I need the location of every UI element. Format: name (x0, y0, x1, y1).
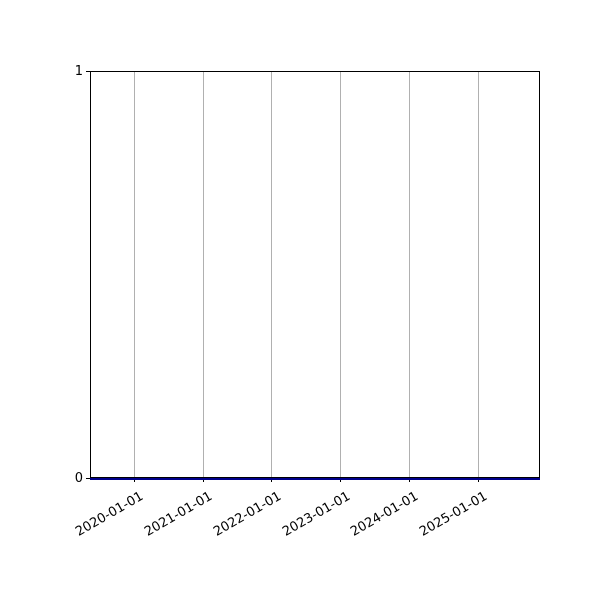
x-tick-mark (477, 478, 479, 482)
x-tick-mark (202, 478, 204, 482)
y-tick-label: 0 (74, 471, 83, 486)
gridline (477, 72, 479, 477)
data-series-line (90, 478, 540, 480)
x-tick-label: 2025-01-01 (417, 489, 490, 540)
gridline (408, 72, 410, 477)
gridline (134, 72, 135, 477)
x-tick-label: 2022-01-01 (210, 489, 284, 540)
x-tick-mark (340, 478, 342, 482)
x-tick-label: 2023-01-01 (279, 489, 353, 540)
x-tick-label: 2020-01-01 (73, 489, 147, 540)
x-tick-label: 2021-01-01 (142, 489, 216, 540)
x-tick-mark (408, 478, 410, 482)
x-tick-mark (134, 478, 135, 482)
plot-area (90, 71, 540, 478)
x-tick-mark (271, 478, 273, 482)
gridline (202, 72, 204, 477)
gridline (340, 72, 342, 477)
y-tick-mark (86, 478, 90, 479)
y-tick-mark (86, 71, 90, 72)
y-tick-label: 1 (74, 64, 83, 79)
x-tick-label: 2024-01-01 (348, 489, 422, 540)
gridline (271, 72, 273, 477)
